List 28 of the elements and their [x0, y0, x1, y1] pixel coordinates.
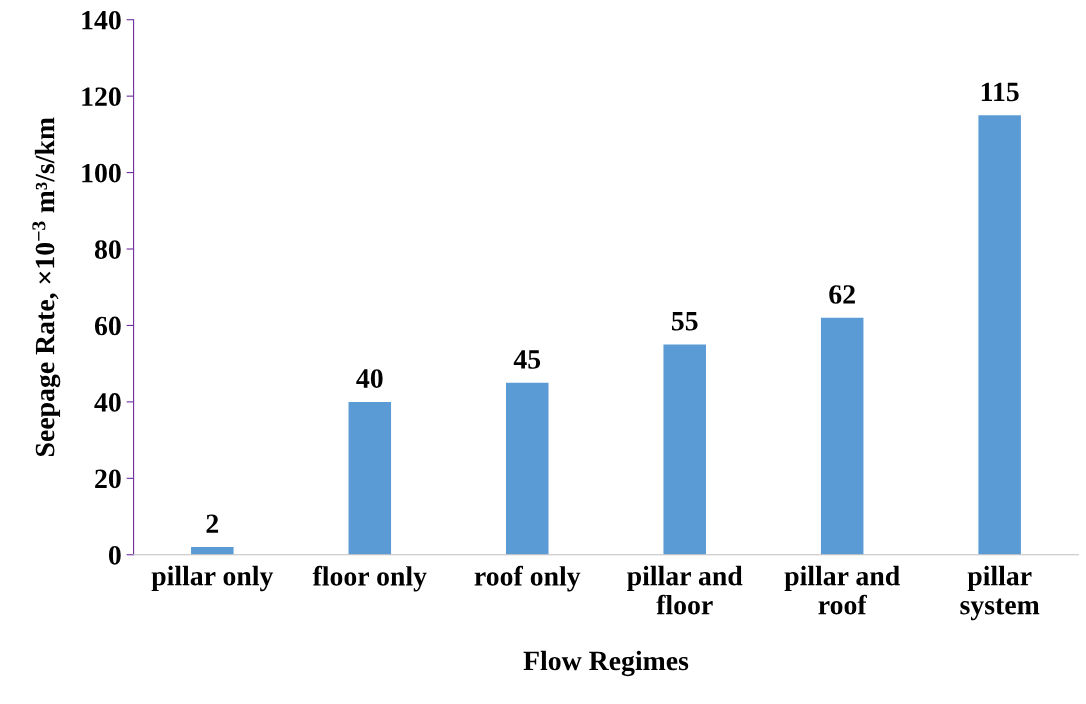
y-tick-label: 120: [82, 87, 121, 107]
data-label: 115: [981, 82, 1019, 102]
x-tick-label: floor only: [312, 565, 427, 592]
bar: [978, 115, 1021, 555]
y-tick-label: 140: [82, 10, 121, 30]
y-tick-label: 20: [95, 469, 121, 489]
y-tick-label: 0: [108, 545, 121, 565]
y-axis-title: Seepage Rate, ×10$^{−3}$ m³/s/km: [32, 117, 61, 457]
data-label: 45: [513, 350, 541, 369]
bar: [663, 344, 706, 555]
data-label: 55: [671, 312, 698, 331]
x-tick-label: pillar and roof: [784, 565, 900, 615]
x-axis-title: Flow Regimes: [523, 650, 689, 677]
x-tick-label: pillar only: [151, 565, 274, 592]
y-tick-label: 100: [82, 163, 121, 183]
x-tick-label: pillar and floor: [627, 565, 743, 615]
y-tick-label: 60: [94, 316, 121, 336]
bar: [191, 547, 234, 555]
x-tick-label: roof only: [474, 565, 581, 592]
data-label: 62: [829, 285, 855, 304]
data-label: 40: [356, 369, 383, 388]
bar: [820, 317, 864, 555]
bar: [505, 382, 549, 555]
y-tick-label: 40: [94, 393, 121, 412]
data-label: 2: [206, 514, 219, 533]
x-tick-label: pillar system: [960, 565, 1040, 621]
y-tick-label: 80: [94, 240, 121, 259]
bar: [348, 401, 392, 555]
